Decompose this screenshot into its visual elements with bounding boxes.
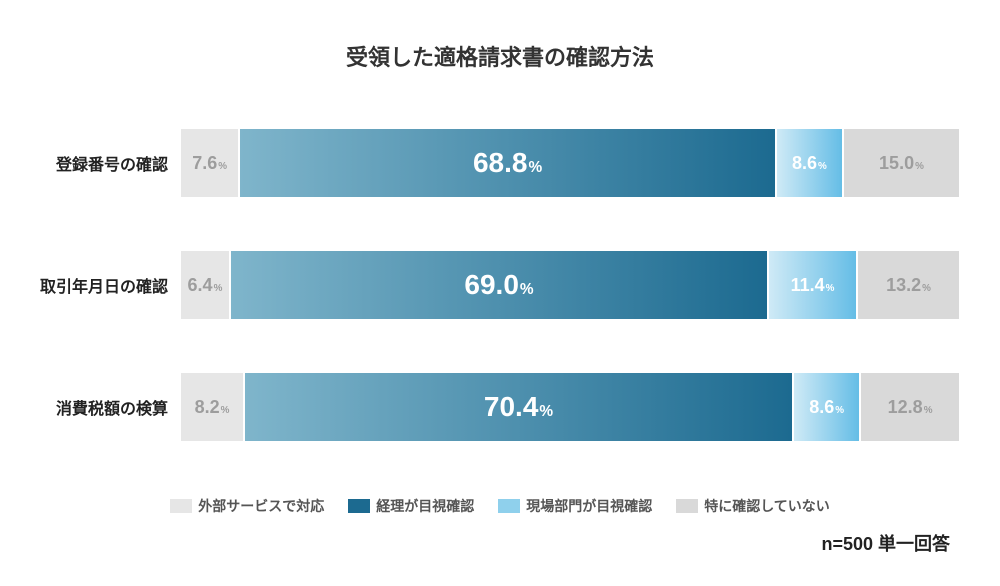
segment-value: 11.4% <box>791 275 835 296</box>
legend-item-none: 特に確認していない <box>676 496 830 516</box>
chart-legend: 外部サービスで対応 経理が目視確認 現場部門が目視確認 特に確認していない <box>40 496 960 516</box>
percent-sign: % <box>922 283 931 294</box>
segment-value: 6.4% <box>188 275 223 296</box>
percent-sign: % <box>924 405 933 416</box>
percent-sign: % <box>818 161 827 172</box>
stacked-bar: 8.2% 70.4% 8.6% 12.8% <box>180 372 960 442</box>
segment-value: 15.0% <box>879 153 924 174</box>
chart-row: 消費税額の検算 8.2% 70.4% 8.6% 12.8% <box>40 372 960 442</box>
segment-value: 12.8% <box>888 397 933 418</box>
percent-sign: % <box>826 283 835 294</box>
bar-segment-accounting: 68.8% <box>239 128 776 198</box>
bar-segment-field: 11.4% <box>768 250 857 320</box>
row-label: 消費税額の検算 <box>40 395 180 419</box>
legend-label: 経理が目視確認 <box>376 496 474 516</box>
segment-value: 13.2% <box>886 275 931 296</box>
percent-sign: % <box>539 403 553 420</box>
bar-segment-field: 8.6% <box>793 372 860 442</box>
chart-rows: 登録番号の確認 7.6% 68.8% 8.6% 15.0% 取引年月日の確認 6.4% 69.… <box>40 102 960 488</box>
bar-segment-field: 8.6% <box>776 128 843 198</box>
bar-segment-none: 13.2% <box>857 250 960 320</box>
bar-segment-none: 12.8% <box>860 372 960 442</box>
legend-label: 外部サービスで対応 <box>198 496 324 516</box>
segment-value: 69.0% <box>464 269 533 301</box>
percent-sign: % <box>528 159 542 176</box>
segment-value: 8.6% <box>792 153 827 174</box>
chart-row: 取引年月日の確認 6.4% 69.0% 11.4% 13.2% <box>40 250 960 320</box>
percent-sign: % <box>915 161 924 172</box>
row-label: 取引年月日の確認 <box>40 273 180 297</box>
percent-sign: % <box>214 283 223 294</box>
chart-row: 登録番号の確認 7.6% 68.8% 8.6% 15.0% <box>40 128 960 198</box>
legend-label: 特に確認していない <box>704 496 830 516</box>
legend-swatch <box>498 499 520 513</box>
chart-footnote: n=500 単一回答 <box>40 530 960 556</box>
legend-label: 現場部門が目視確認 <box>526 496 652 516</box>
segment-value: 68.8% <box>473 147 542 179</box>
segment-value: 7.6% <box>192 153 227 174</box>
bar-segment-accounting: 70.4% <box>244 372 793 442</box>
bar-segment-external: 7.6% <box>180 128 239 198</box>
row-label: 登録番号の確認 <box>40 151 180 175</box>
percent-sign: % <box>835 405 844 416</box>
percent-sign: % <box>221 405 230 416</box>
legend-item-field: 現場部門が目視確認 <box>498 496 652 516</box>
percent-sign: % <box>520 281 534 298</box>
stacked-bar-chart: 受領した適格請求書の確認方法 登録番号の確認 7.6% 68.8% 8.6% 15.0%… <box>0 0 1000 586</box>
legend-swatch <box>676 499 698 513</box>
segment-value: 8.6% <box>809 397 844 418</box>
segment-value: 70.4% <box>484 391 553 423</box>
bar-segment-none: 15.0% <box>843 128 960 198</box>
legend-item-external: 外部サービスで対応 <box>170 496 324 516</box>
bar-segment-external: 8.2% <box>180 372 244 442</box>
bar-segment-accounting: 69.0% <box>230 250 768 320</box>
percent-sign: % <box>218 161 227 172</box>
segment-value: 8.2% <box>195 397 230 418</box>
legend-swatch <box>348 499 370 513</box>
chart-title: 受領した適格請求書の確認方法 <box>40 40 960 72</box>
legend-swatch <box>170 499 192 513</box>
stacked-bar: 7.6% 68.8% 8.6% 15.0% <box>180 128 960 198</box>
bar-segment-external: 6.4% <box>180 250 230 320</box>
stacked-bar: 6.4% 69.0% 11.4% 13.2% <box>180 250 960 320</box>
legend-item-accounting: 経理が目視確認 <box>348 496 474 516</box>
